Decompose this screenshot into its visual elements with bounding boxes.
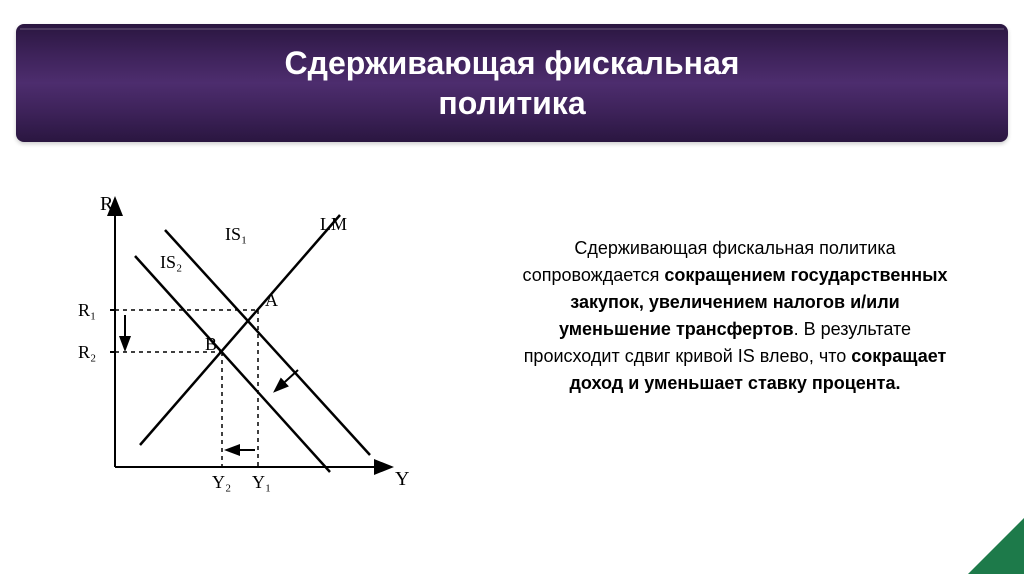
lm-label: LM — [320, 214, 347, 234]
title-line-2: политика — [438, 85, 585, 121]
y2-label: Y₂ — [212, 472, 231, 492]
is-shift-arrow — [276, 370, 298, 390]
r2-label: R₂ — [78, 342, 96, 362]
content-area: R Y LM IS₁ IS₂ R₁ R₂ Y₁ Y₂ — [0, 180, 1024, 574]
page-title: Сдерживающая фискальная политика — [285, 43, 740, 123]
header-banner: Сдерживающая фискальная политика — [16, 24, 1008, 142]
is1-label: IS₁ — [225, 224, 247, 244]
is2-line — [135, 256, 330, 472]
point-b-label: B — [205, 334, 217, 354]
corner-accent — [968, 518, 1024, 574]
islm-chart: R Y LM IS₁ IS₂ R₁ R₂ Y₁ Y₂ — [60, 190, 420, 510]
body-text: Сдерживающая фискальная политика сопрово… — [520, 235, 950, 397]
point-a-label: A — [265, 290, 278, 310]
chart-svg: R Y LM IS₁ IS₂ R₁ R₂ Y₁ Y₂ — [60, 190, 420, 510]
x-axis-label: Y — [395, 468, 409, 490]
title-line-1: Сдерживающая фискальная — [285, 45, 740, 81]
is2-label: IS₂ — [160, 252, 182, 272]
lm-line — [140, 215, 340, 445]
r1-label: R₁ — [78, 300, 96, 320]
y1-label: Y₁ — [252, 472, 271, 492]
is1-line — [165, 230, 370, 455]
y-axis-label: R — [100, 193, 114, 215]
